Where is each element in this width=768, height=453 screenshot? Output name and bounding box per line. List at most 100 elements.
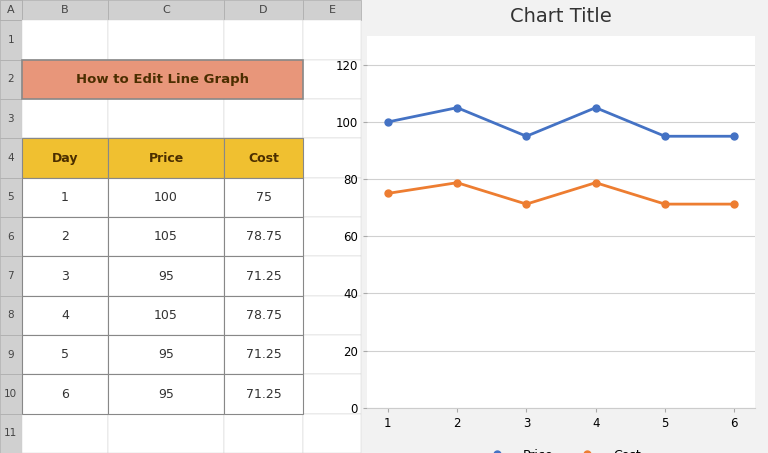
Text: D: D	[260, 5, 268, 15]
Bar	[303, 217, 361, 256]
Text: 75: 75	[256, 191, 272, 204]
Bar	[223, 296, 303, 335]
Bar	[223, 217, 303, 256]
Bar	[0, 217, 22, 256]
Bar	[0, 296, 22, 335]
Cost	[521, 202, 531, 207]
Price	[383, 119, 392, 125]
Bar	[303, 256, 361, 296]
Bar	[0, 0, 22, 20]
Bar	[223, 256, 303, 296]
Bar	[0, 414, 22, 453]
Text: 6: 6	[8, 231, 14, 242]
Bar	[0, 178, 22, 217]
Text: Price: Price	[148, 152, 184, 164]
Bar	[108, 99, 223, 138]
Bar	[22, 414, 108, 453]
Text: A: A	[7, 5, 15, 15]
Text: 78.75: 78.75	[246, 230, 282, 243]
Bar	[0, 0, 22, 20]
Bar	[223, 138, 303, 178]
Text: 3: 3	[8, 114, 14, 124]
Cost	[383, 191, 392, 196]
Text: Day: Day	[51, 152, 78, 164]
Bar	[108, 20, 223, 60]
Text: 71.25: 71.25	[246, 270, 281, 283]
Bar	[108, 335, 223, 374]
Bar	[108, 374, 223, 414]
Text: 5: 5	[8, 193, 14, 202]
Text: 8: 8	[8, 310, 14, 320]
Bar	[223, 138, 303, 178]
Text: 3: 3	[61, 270, 69, 283]
Bar	[22, 335, 108, 374]
Bar	[223, 60, 303, 99]
Line: Cost: Cost	[385, 179, 737, 207]
Text: 95: 95	[158, 270, 174, 283]
Bar	[108, 256, 223, 296]
Bar	[223, 374, 303, 414]
Text: 1: 1	[61, 191, 69, 204]
Bar	[223, 256, 303, 296]
Bar	[223, 335, 303, 374]
Bar	[22, 256, 108, 296]
Text: 95: 95	[158, 348, 174, 361]
Bar	[0, 20, 22, 60]
Bar	[22, 335, 108, 374]
Cost	[730, 202, 739, 207]
Text: 95: 95	[158, 387, 174, 400]
Bar	[22, 60, 108, 99]
Bar	[108, 178, 223, 217]
Bar	[22, 296, 108, 335]
Text: 78.75: 78.75	[246, 309, 282, 322]
Bar	[108, 296, 223, 335]
Text: 100: 100	[154, 191, 178, 204]
Bar	[22, 99, 108, 138]
Bar	[0, 335, 22, 374]
Bar	[108, 374, 223, 414]
Bar	[108, 256, 223, 296]
Bar	[303, 138, 361, 178]
Bar	[22, 138, 108, 178]
Bar	[223, 178, 303, 217]
Bar	[303, 335, 361, 374]
Text: 71.25: 71.25	[246, 387, 281, 400]
Bar	[0, 138, 22, 178]
Text: 105: 105	[154, 309, 178, 322]
Bar	[303, 0, 361, 20]
Bar	[223, 20, 303, 60]
Bar	[22, 0, 108, 20]
Text: 2: 2	[61, 230, 69, 243]
Bar	[303, 20, 361, 60]
Bar	[22, 60, 303, 99]
Text: 1: 1	[8, 35, 14, 45]
Text: 5: 5	[61, 348, 69, 361]
Bar	[22, 20, 108, 60]
Bar	[223, 178, 303, 217]
Text: B: B	[61, 5, 69, 15]
Text: E: E	[329, 5, 336, 15]
Text: 9: 9	[8, 350, 14, 360]
Bar	[108, 60, 223, 99]
Bar	[223, 414, 303, 453]
Bar	[22, 256, 108, 296]
Bar	[22, 296, 108, 335]
Bar	[223, 296, 303, 335]
Cost	[452, 180, 462, 185]
Line: Price: Price	[385, 104, 737, 140]
Text: 4: 4	[61, 309, 69, 322]
Bar	[0, 374, 22, 414]
Bar	[223, 0, 303, 20]
Bar	[108, 217, 223, 256]
Text: 2: 2	[8, 74, 14, 84]
Text: How to Edit Line Graph: How to Edit Line Graph	[76, 73, 249, 86]
Price	[452, 105, 462, 111]
Price	[591, 105, 601, 111]
Text: 10: 10	[5, 389, 18, 399]
Bar	[303, 374, 361, 414]
Bar	[0, 99, 22, 138]
Bar	[223, 374, 303, 414]
Text: 11: 11	[4, 429, 18, 439]
Bar	[108, 138, 223, 178]
Bar	[303, 99, 361, 138]
